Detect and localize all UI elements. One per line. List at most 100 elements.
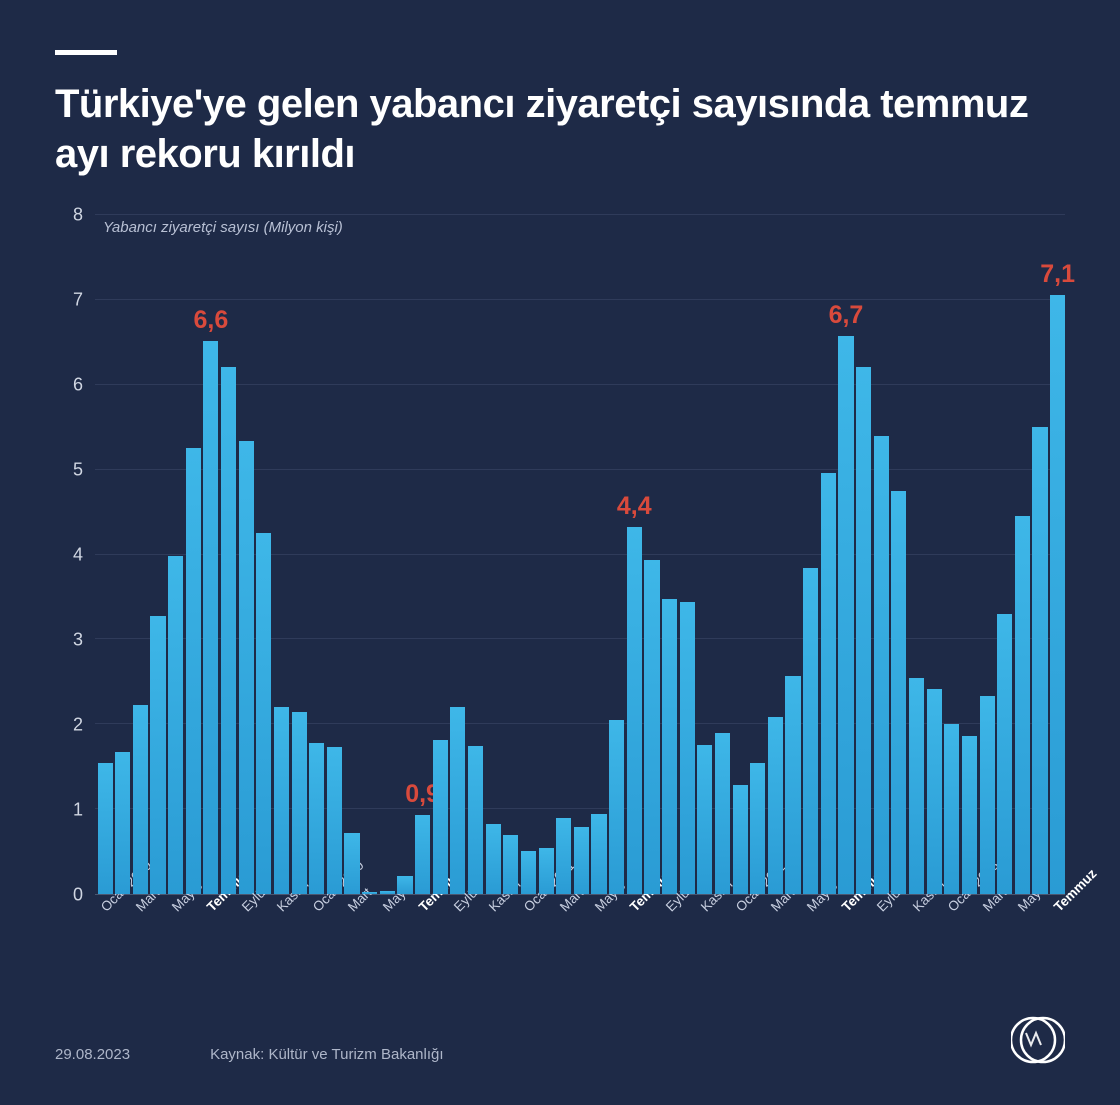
bar <box>768 717 783 894</box>
bar-col: 6,7Temmuz <box>838 215 853 894</box>
bar <box>468 746 483 894</box>
bar-col: Kasım <box>909 215 924 894</box>
bar-col <box>256 215 271 894</box>
bar-col <box>503 215 518 894</box>
bar <box>609 720 624 894</box>
y-tick: 7 <box>73 290 83 311</box>
y-tick: 0 <box>73 885 83 906</box>
bar <box>574 827 589 894</box>
bar-col <box>891 215 906 894</box>
bar <box>909 678 924 894</box>
bar <box>980 696 995 894</box>
bar: 0,9 <box>415 815 430 894</box>
bar <box>98 763 113 894</box>
bar <box>450 707 465 894</box>
bar <box>556 818 571 894</box>
bar-col <box>115 215 130 894</box>
bar-col <box>927 215 942 894</box>
bar <box>115 752 130 894</box>
bar-col <box>750 215 765 894</box>
bar-col <box>362 215 377 894</box>
bar <box>292 712 307 894</box>
bar-col <box>644 215 659 894</box>
bar-col: Kasım <box>697 215 712 894</box>
bar <box>309 743 324 894</box>
bar <box>803 568 818 894</box>
y-tick: 3 <box>73 630 83 651</box>
bar-col <box>327 215 342 894</box>
y-tick: 8 <box>73 205 83 226</box>
bar-col: Ocak 2021 <box>521 215 536 894</box>
bar-col <box>856 215 871 894</box>
bar <box>539 848 554 894</box>
bar-col: Mayıs <box>380 215 395 894</box>
bar-col <box>468 215 483 894</box>
logo-icon <box>1011 1013 1065 1067</box>
bar-col: 7,1Temmuz <box>1050 215 1065 894</box>
bar: 4,4 <box>627 527 642 895</box>
source-label: Kaynak: Kültür ve Turizm Bakanlığı <box>210 1046 443 1063</box>
y-tick: 6 <box>73 375 83 396</box>
bar <box>1015 516 1030 894</box>
page-title: Türkiye'ye gelen yabancı ziyaretçi sayıs… <box>55 79 1065 179</box>
bar <box>662 599 677 894</box>
bar-col: Eylül <box>450 215 465 894</box>
bar-col <box>539 215 554 894</box>
bar <box>891 491 906 894</box>
bar <box>221 367 236 894</box>
bar-col: Mayıs <box>1015 215 1030 894</box>
bar <box>715 733 730 894</box>
bar-col <box>997 215 1012 894</box>
bar <box>874 436 889 894</box>
bar <box>521 851 536 894</box>
accent-bar <box>55 50 117 55</box>
bar-col <box>1032 215 1047 894</box>
bar <box>344 833 359 894</box>
bar <box>503 835 518 894</box>
bar <box>856 367 871 894</box>
bar-col: Ocak 2023 <box>944 215 959 894</box>
bar <box>644 560 659 894</box>
bar <box>486 824 501 894</box>
bar-col <box>785 215 800 894</box>
bar-col <box>574 215 589 894</box>
bar-col: Ocak 2020 <box>309 215 324 894</box>
bar-col: Kasım <box>486 215 501 894</box>
bar-col: Mart <box>344 215 359 894</box>
bar <box>1032 427 1047 894</box>
y-tick: 5 <box>73 460 83 481</box>
bar-col: Ocak 2019 <box>98 215 113 894</box>
bar <box>997 614 1012 894</box>
bar <box>821 473 836 894</box>
bar-col: 0,9Temmuz <box>415 215 430 894</box>
bar <box>944 724 959 894</box>
bar-col <box>609 215 624 894</box>
bar <box>239 441 254 894</box>
plot-area: Ocak 2019MartMayıs6,6TemmuzEylülKasımOca… <box>95 215 1065 895</box>
bar <box>133 705 148 894</box>
bar-col: Eylül <box>662 215 677 894</box>
y-tick: 1 <box>73 800 83 821</box>
bar <box>433 740 448 894</box>
bar <box>697 745 712 894</box>
bar-col: Mayıs <box>591 215 606 894</box>
bar-col: Eylül <box>874 215 889 894</box>
bar-col <box>292 215 307 894</box>
bar-col: Eylül <box>239 215 254 894</box>
bar <box>733 785 748 894</box>
bar-col: Mayıs <box>168 215 183 894</box>
bar <box>186 448 201 894</box>
bar <box>750 763 765 894</box>
bar <box>150 616 165 894</box>
y-tick: 4 <box>73 545 83 566</box>
bar <box>591 814 606 894</box>
y-tick: 2 <box>73 715 83 736</box>
bar: 6,7 <box>838 336 853 894</box>
bar-col: Mayıs <box>803 215 818 894</box>
bar-col: Mart <box>980 215 995 894</box>
bar <box>274 707 289 894</box>
bar-col: 4,4Temmuz <box>627 215 642 894</box>
y-axis: 012345678 <box>55 215 95 895</box>
bar-col <box>150 215 165 894</box>
bar: 6,6 <box>203 341 218 894</box>
